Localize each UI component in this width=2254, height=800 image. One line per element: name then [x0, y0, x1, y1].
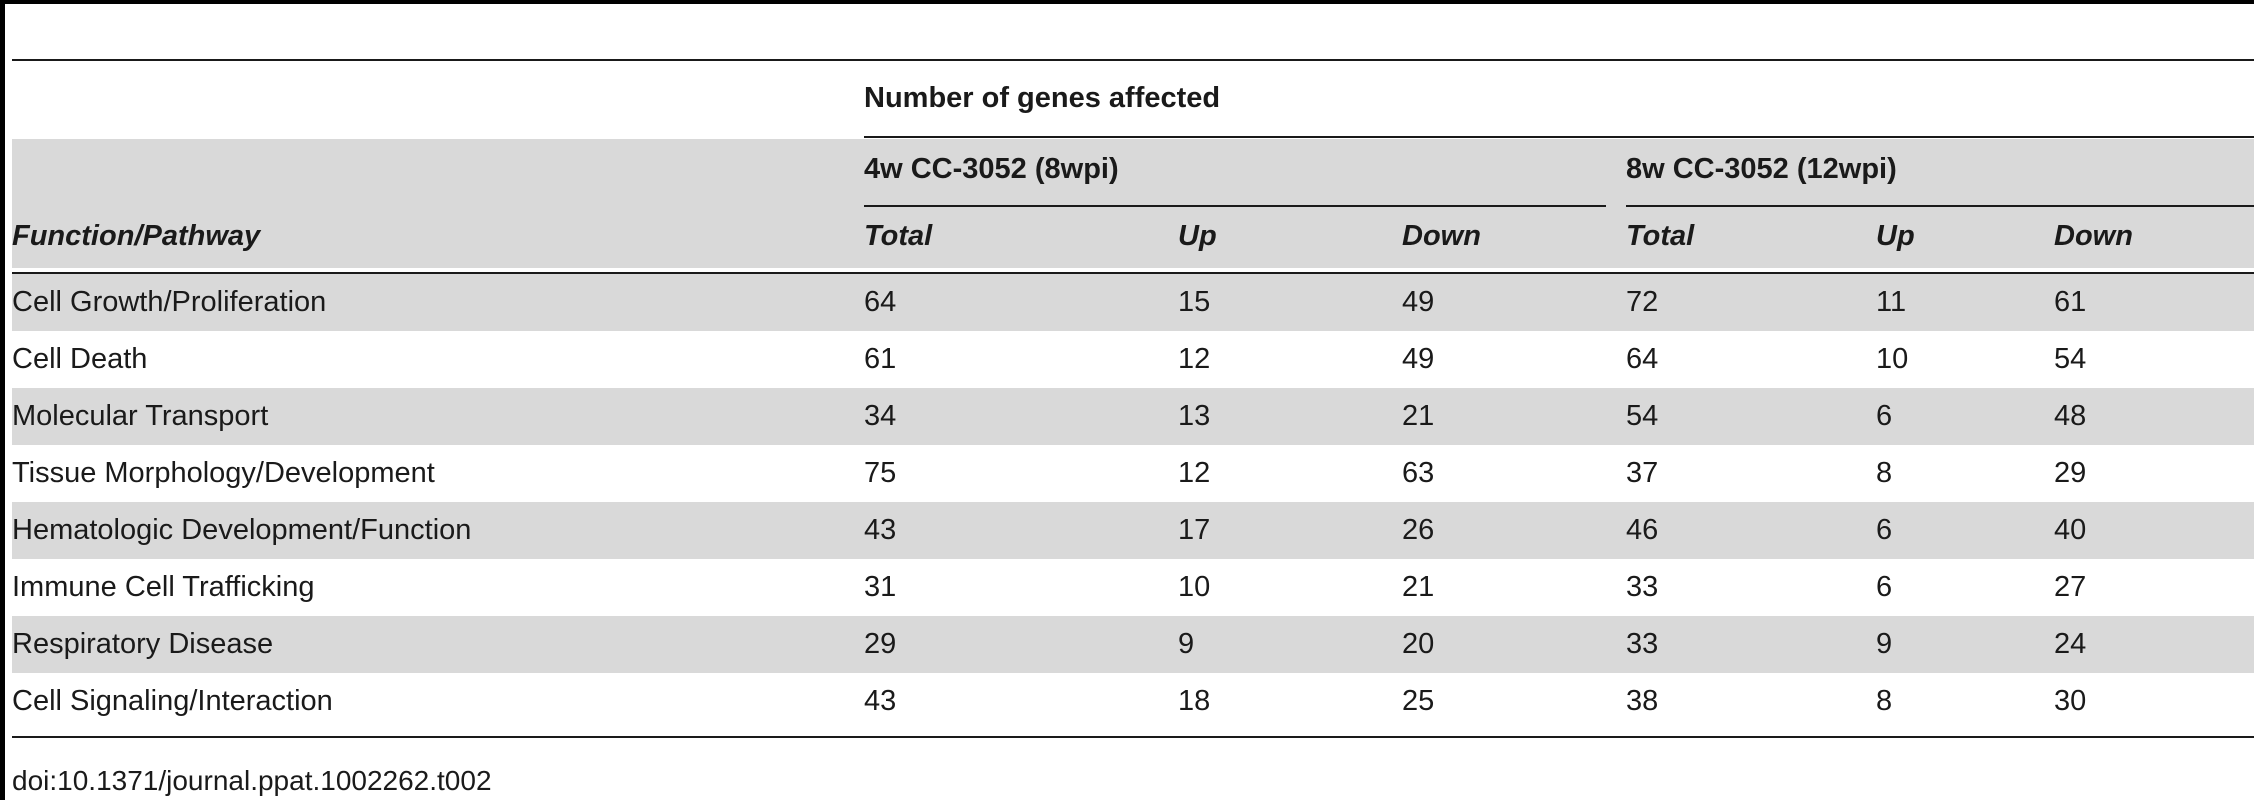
cell-function: Cell Death — [12, 343, 148, 375]
col-header-up-2: Up — [1876, 220, 1915, 252]
cell-total-2: 33 — [1626, 571, 1659, 603]
cell-total-2: 38 — [1626, 685, 1659, 717]
left-border — [0, 0, 5, 800]
cell-up-1: 17 — [1178, 514, 1211, 546]
cell-down-1: 21 — [1402, 571, 1435, 603]
cell-up-1: 12 — [1178, 343, 1211, 375]
cell-down-2: 30 — [2054, 685, 2087, 717]
cell-up-2: 10 — [1876, 343, 1909, 375]
cell-total-2: 46 — [1626, 514, 1659, 546]
cell-down-1: 20 — [1402, 628, 1435, 660]
cell-total-1: 34 — [864, 400, 897, 432]
cell-down-2: 29 — [2054, 457, 2087, 489]
group2-title: 8w CC-3052 (12wpi) — [1626, 153, 1897, 185]
cell-up-2: 6 — [1876, 514, 1893, 546]
cell-function: Hematologic Development/Function — [12, 514, 472, 546]
cell-down-1: 63 — [1402, 457, 1435, 489]
cell-down-2: 24 — [2054, 628, 2087, 660]
group1-rule — [864, 205, 1606, 207]
cell-function: Molecular Transport — [12, 400, 269, 432]
table-bottom-rule — [12, 736, 2254, 738]
cell-down-2: 27 — [2054, 571, 2087, 603]
header-bottom-rule — [12, 272, 2254, 274]
row-band — [12, 616, 2254, 673]
col-header-down-1: Down — [1402, 220, 1481, 252]
cell-up-2: 8 — [1876, 457, 1893, 489]
cell-total-1: 61 — [864, 343, 897, 375]
cell-total-1: 64 — [864, 286, 897, 318]
doi-footnote: doi:10.1371/journal.ppat.1002262.t002 — [12, 765, 492, 796]
cell-up-1: 10 — [1178, 571, 1211, 603]
cell-down-2: 40 — [2054, 514, 2087, 546]
row-band — [12, 388, 2254, 445]
cell-down-2: 48 — [2054, 400, 2087, 432]
cell-function: Cell Signaling/Interaction — [12, 685, 333, 717]
cell-down-1: 21 — [1402, 400, 1435, 432]
col-header-up-1: Up — [1178, 220, 1217, 252]
cell-down-1: 26 — [1402, 514, 1435, 546]
col-header-total-2: Total — [1626, 220, 1695, 252]
cell-up-2: 6 — [1876, 571, 1893, 603]
cell-down-1: 25 — [1402, 685, 1435, 717]
cell-total-1: 31 — [864, 571, 897, 603]
group-title-rule — [864, 136, 2254, 138]
cell-up-1: 13 — [1178, 400, 1211, 432]
cell-total-2: 33 — [1626, 628, 1659, 660]
header-band — [12, 139, 2254, 268]
cell-down-1: 49 — [1402, 343, 1435, 375]
cell-function: Tissue Morphology/Development — [12, 457, 435, 489]
cell-up-1: 9 — [1178, 628, 1195, 660]
cell-up-2: 8 — [1876, 685, 1893, 717]
cell-total-2: 37 — [1626, 457, 1659, 489]
cell-total-2: 64 — [1626, 343, 1659, 375]
table-top-rule — [12, 59, 2254, 61]
cell-total-1: 43 — [864, 514, 897, 546]
col-header-down-2: Down — [2054, 220, 2133, 252]
cell-up-2: 9 — [1876, 628, 1893, 660]
row-band — [12, 274, 2254, 331]
col-header-total-1: Total — [864, 220, 933, 252]
cell-down-2: 61 — [2054, 286, 2087, 318]
cell-up-1: 12 — [1178, 457, 1211, 489]
cell-total-2: 72 — [1626, 286, 1659, 318]
cell-up-1: 15 — [1178, 286, 1211, 318]
col-header-function: Function/Pathway — [12, 220, 261, 252]
group2-rule — [1626, 205, 2254, 207]
cell-function: Respiratory Disease — [12, 628, 274, 660]
group1-title: 4w CC-3052 (8wpi) — [864, 153, 1119, 185]
cell-function: Cell Growth/Proliferation — [12, 286, 327, 318]
group-title: Number of genes affected — [864, 82, 1221, 114]
cell-function: Immune Cell Trafficking — [12, 571, 315, 603]
cell-up-2: 11 — [1876, 286, 1907, 318]
cell-down-2: 54 — [2054, 343, 2087, 375]
cell-total-2: 54 — [1626, 400, 1659, 432]
row-band — [12, 502, 2254, 559]
cell-down-1: 49 — [1402, 286, 1435, 318]
cell-total-1: 43 — [864, 685, 897, 717]
cell-up-1: 18 — [1178, 685, 1211, 717]
cell-total-1: 29 — [864, 628, 897, 660]
cell-total-1: 75 — [864, 457, 897, 489]
top-border — [0, 0, 2254, 4]
cell-up-2: 6 — [1876, 400, 1893, 432]
